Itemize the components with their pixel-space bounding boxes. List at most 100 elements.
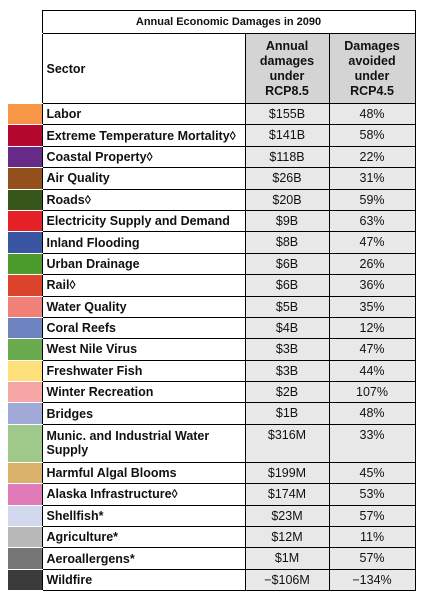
header-row: Sector Annual damages under RCP8.5 Damag…	[8, 33, 416, 104]
color-swatch	[8, 253, 42, 276]
avoided-cell: 44%	[328, 359, 416, 383]
damages-cell: $20B	[244, 188, 330, 211]
color-swatch	[8, 189, 42, 211]
color-swatch	[8, 569, 42, 592]
avoided-cell: 48%	[328, 402, 416, 425]
avoided-cell: 58%	[328, 124, 416, 147]
table-row: Bridges $1B 48%	[8, 402, 416, 425]
color-swatch	[8, 381, 42, 404]
damages-cell: $174M	[244, 483, 330, 506]
damages-cell: $141B	[244, 124, 330, 147]
sector-cell: Water Quality	[41, 295, 246, 318]
header-cell: Annual damages under RCP8.5	[244, 33, 330, 104]
table-row: Rail◊ $6B 36%	[8, 274, 416, 297]
damages-cell: $199M	[244, 461, 330, 485]
color-swatch	[8, 483, 42, 506]
damages-cell: $8B	[244, 231, 330, 254]
table-row: Water Quality $5B 35%	[8, 295, 416, 318]
damages-cell: $23M	[244, 504, 330, 528]
color-swatch	[8, 526, 42, 549]
color-swatch	[8, 547, 42, 570]
table-row: Urban Drainage $6B 26%	[8, 252, 416, 276]
color-swatch	[8, 424, 42, 463]
avoided-cell: 45%	[328, 461, 416, 485]
avoided-cell: −134%	[328, 568, 416, 592]
sector-cell: Aeroallergens*	[41, 547, 246, 570]
sector-cell: Coastal Property◊	[41, 145, 246, 169]
damages-cell: −$106M	[244, 568, 330, 592]
damages-table: Annual Economic Damages in 2090 Sector A…	[8, 10, 416, 592]
sector-cell: Freshwater Fish	[41, 359, 246, 383]
avoided-cell: 33%	[328, 423, 416, 463]
avoided-cell: 31%	[328, 167, 416, 190]
sector-cell: Labor	[41, 102, 246, 126]
damages-cell: $6B	[244, 252, 330, 276]
table-row: Freshwater Fish $3B 44%	[8, 359, 416, 383]
spacer	[8, 10, 42, 34]
damages-cell: $155B	[244, 102, 330, 126]
color-swatch	[8, 210, 42, 233]
spacer	[8, 33, 42, 104]
damages-cell: $9B	[244, 209, 330, 233]
table-row: Extreme Temperature Mortality◊ $141B 58%	[8, 124, 416, 147]
damages-cell: $4B	[244, 316, 330, 340]
avoided-cell: 57%	[328, 547, 416, 570]
title-row: Annual Economic Damages in 2090	[8, 10, 416, 34]
table-row: Roads◊ $20B 59%	[8, 188, 416, 211]
color-swatch	[8, 402, 42, 425]
table-row: Alaska Infrastructure◊ $174M 53%	[8, 483, 416, 506]
sector-cell: Inland Flooding	[41, 231, 246, 254]
damages-cell: $3B	[244, 338, 330, 361]
table-row: Inland Flooding $8B 47%	[8, 231, 416, 254]
avoided-cell: 53%	[328, 483, 416, 506]
sector-cell: Coral Reefs	[41, 316, 246, 340]
damages-cell: $118B	[244, 145, 330, 169]
table-row: Shellfish* $23M 57%	[8, 504, 416, 528]
damages-cell: $6B	[244, 274, 330, 297]
table-row: Harmful Algal Blooms $199M 45%	[8, 461, 416, 485]
avoided-cell: 35%	[328, 295, 416, 318]
sector-cell: Shellfish*	[41, 504, 246, 528]
table-row: Air Quality $26B 31%	[8, 167, 416, 190]
table-row: Labor $155B 48%	[8, 102, 416, 126]
color-swatch	[8, 317, 42, 340]
avoided-cell: 26%	[328, 252, 416, 276]
damages-cell: $2B	[244, 381, 330, 404]
avoided-cell: 36%	[328, 274, 416, 297]
sector-cell: Air Quality	[41, 167, 246, 190]
table-row: West Nile Virus $3B 47%	[8, 338, 416, 361]
table-row: Coral Reefs $4B 12%	[8, 316, 416, 340]
sector-cell: Wildfire	[41, 568, 246, 592]
sector-cell: Munic. and Industrial Water Supply	[41, 423, 246, 463]
sector-cell: Extreme Temperature Mortality◊	[41, 124, 246, 147]
table-row: Agriculture* $12M 11%	[8, 526, 416, 549]
table-row: Munic. and Industrial Water Supply $316M 3…	[8, 423, 416, 463]
avoided-cell: 59%	[328, 188, 416, 211]
table-row: Electricity Supply and Demand $9B 63%	[8, 209, 416, 233]
table-row: Aeroallergens* $1M 57%	[8, 547, 416, 570]
color-swatch	[8, 462, 42, 485]
color-swatch	[8, 338, 42, 361]
header-cell: Sector	[41, 33, 246, 104]
color-swatch	[8, 231, 42, 254]
sector-cell: Electricity Supply and Demand	[41, 209, 246, 233]
table-row: Coastal Property◊ $118B 22%	[8, 145, 416, 169]
damages-cell: $26B	[244, 167, 330, 190]
table-row: Winter Recreation $2B 107%	[8, 381, 416, 404]
avoided-cell: 57%	[328, 504, 416, 528]
header-cell: Damages avoided under RCP4.5	[328, 33, 416, 104]
damages-cell: $316M	[244, 423, 330, 463]
color-swatch	[8, 103, 42, 126]
sector-cell: Agriculture*	[41, 526, 246, 549]
avoided-cell: 22%	[328, 145, 416, 169]
sector-cell: Alaska Infrastructure◊	[41, 483, 246, 506]
color-swatch	[8, 296, 42, 318]
damages-cell: $5B	[244, 295, 330, 318]
avoided-cell: 48%	[328, 102, 416, 126]
sector-cell: Winter Recreation	[41, 381, 246, 404]
color-swatch	[8, 146, 42, 169]
damages-cell: $1M	[244, 547, 330, 570]
table-title: Annual Economic Damages in 2090	[41, 10, 416, 34]
table-body: Annual Economic Damages in 2090 Sector A…	[8, 10, 416, 592]
